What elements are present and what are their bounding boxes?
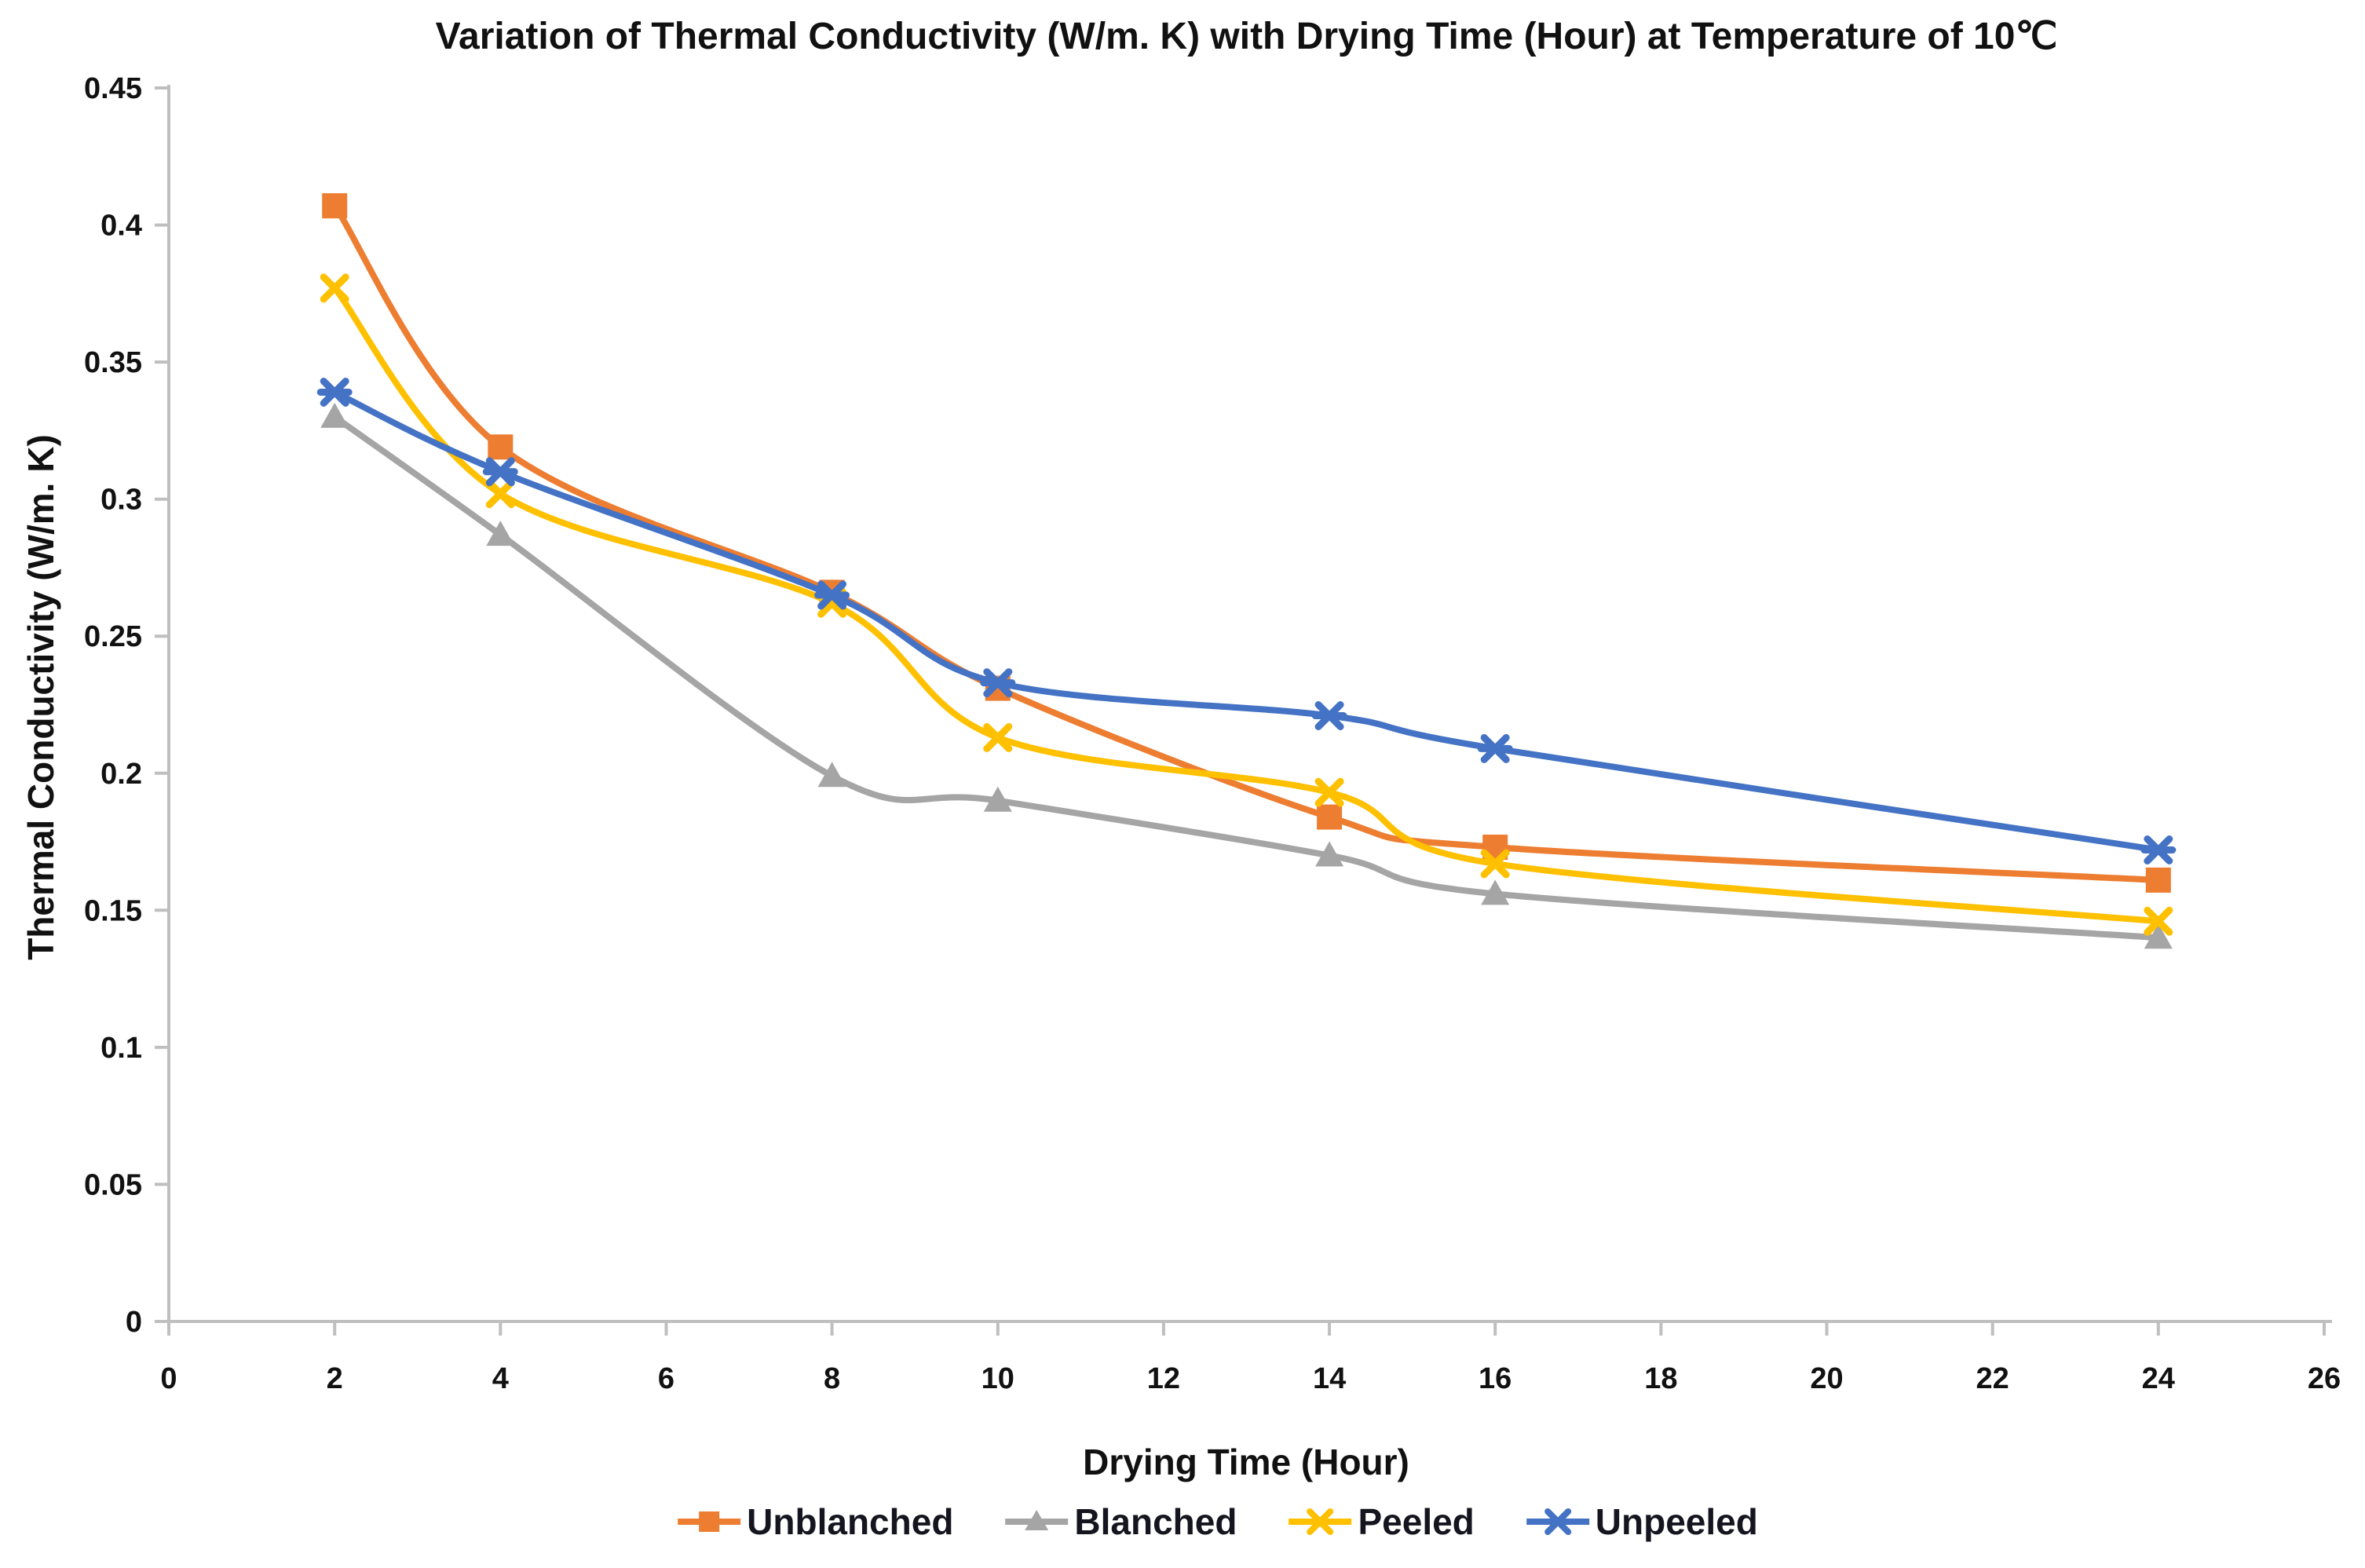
x-tick-label: 6 bbox=[658, 1362, 674, 1395]
legend-label-unpeeled: Unpeeled bbox=[1595, 1501, 1758, 1542]
data-point-blanched bbox=[817, 762, 846, 788]
x-tick-label: 24 bbox=[2142, 1362, 2175, 1395]
data-point-blanched bbox=[2144, 923, 2173, 949]
data-point-unpeeled bbox=[980, 668, 1016, 698]
x-tick-label: 2 bbox=[327, 1362, 343, 1395]
data-point-unblanched bbox=[2145, 867, 2171, 893]
x-tick-label: 26 bbox=[2308, 1362, 2341, 1395]
y-tick-label: 0 bbox=[126, 1306, 142, 1339]
x-tick-label: 0 bbox=[160, 1362, 177, 1395]
data-point-unpeeled bbox=[814, 580, 850, 610]
data-point-unpeeled bbox=[1311, 701, 1347, 730]
data-point-blanched bbox=[486, 521, 515, 546]
x-tick-label: 16 bbox=[1479, 1362, 1511, 1395]
x-axis-title: Drying Time (Hour) bbox=[1083, 1442, 1409, 1482]
x-tick-label: 14 bbox=[1313, 1362, 1346, 1395]
data-point-peeled bbox=[485, 479, 515, 509]
data-point-unpeeled bbox=[316, 378, 353, 407]
y-tick-label: 0.2 bbox=[101, 758, 142, 791]
series-line-blanched bbox=[331, 413, 2162, 941]
data-point-peeled bbox=[320, 273, 349, 303]
data-point-unblanched bbox=[322, 193, 348, 219]
legend-item-peeled: Peeled bbox=[1287, 1498, 1475, 1545]
legend-label-unblanched: Unblanched bbox=[747, 1501, 954, 1542]
legend-item-unblanched: Unblanched bbox=[676, 1498, 953, 1545]
data-point-peeled bbox=[2144, 906, 2173, 936]
data-point-unpeeled bbox=[482, 457, 518, 487]
y-tick-label: 0.35 bbox=[84, 346, 142, 379]
series-line-unpeeled bbox=[331, 389, 2162, 853]
legend-item-blanched: Blanched bbox=[1003, 1498, 1237, 1545]
data-point-blanched bbox=[1481, 879, 1510, 905]
legend-marker-icon-peeled bbox=[1289, 1508, 1352, 1535]
data-point-peeled bbox=[983, 722, 1013, 752]
chart-title: Variation of Thermal Conductivity (W/m. … bbox=[435, 16, 2058, 57]
y-tick-label: 0.3 bbox=[101, 484, 142, 517]
data-point-unpeeled bbox=[2140, 835, 2177, 864]
legend-label-blanched: Blanched bbox=[1074, 1501, 1237, 1542]
y-tick-label: 0.05 bbox=[84, 1168, 142, 1201]
x-tick-label: 22 bbox=[1976, 1362, 2009, 1395]
data-point-peeled bbox=[1480, 849, 1510, 879]
x-tick-label: 18 bbox=[1644, 1362, 1677, 1395]
data-point-blanched bbox=[320, 402, 349, 428]
legend-label-peeled: Peeled bbox=[1358, 1501, 1475, 1542]
x-tick-label: 10 bbox=[981, 1362, 1014, 1395]
y-tick-label: 0.1 bbox=[101, 1032, 142, 1065]
data-point-blanched bbox=[983, 786, 1012, 812]
y-axis-title: Thermal Conductivity (W/m. K) bbox=[20, 434, 61, 960]
legend-item-unpeeled: Unpeeled bbox=[1525, 1498, 1758, 1545]
series-line-peeled bbox=[331, 284, 2162, 925]
y-tick-label: 0.25 bbox=[84, 620, 142, 653]
legend-marker-icon-blanched bbox=[1005, 1510, 1069, 1530]
x-tick-label: 20 bbox=[1810, 1362, 1843, 1395]
data-point-blanched bbox=[1315, 841, 1344, 867]
x-tick-label: 8 bbox=[824, 1362, 840, 1395]
y-tick-label: 0.15 bbox=[84, 894, 142, 927]
legend-marker-icon-unpeeled bbox=[1526, 1508, 1589, 1535]
y-tick-label: 0.45 bbox=[84, 72, 142, 105]
data-point-unpeeled bbox=[1477, 733, 1513, 763]
chart-legend: Unblanched Blanched Peeled Unpeeled bbox=[676, 1498, 1758, 1545]
data-point-unblanched bbox=[488, 434, 514, 460]
data-point-unblanched bbox=[1317, 804, 1343, 830]
x-tick-label: 4 bbox=[492, 1362, 509, 1395]
x-tick-label: 12 bbox=[1147, 1362, 1180, 1395]
data-point-peeled bbox=[1314, 777, 1344, 807]
y-tick-label: 0.4 bbox=[101, 210, 142, 243]
legend-marker-icon-unblanched bbox=[678, 1511, 741, 1532]
